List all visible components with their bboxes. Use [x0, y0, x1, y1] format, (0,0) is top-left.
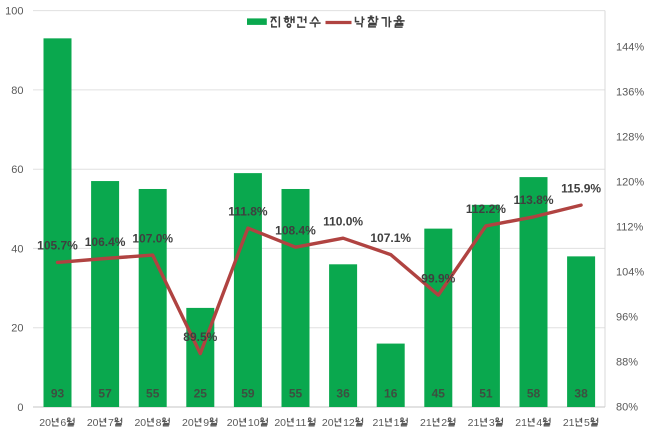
svg-text:20: 20 — [134, 417, 146, 429]
svg-text:51: 51 — [479, 387, 493, 401]
svg-text:55: 55 — [146, 387, 160, 401]
svg-text:60: 60 — [11, 164, 23, 176]
svg-text:106.4%: 106.4% — [85, 235, 126, 249]
svg-text:45: 45 — [432, 387, 446, 401]
svg-text:25: 25 — [194, 387, 208, 401]
svg-text:36: 36 — [336, 387, 350, 401]
svg-text:20: 20 — [322, 417, 334, 429]
svg-text:9: 9 — [203, 417, 209, 429]
svg-text:107.1%: 107.1% — [370, 231, 411, 245]
svg-text:89.5%: 89.5% — [183, 330, 217, 344]
svg-text:112%: 112% — [616, 221, 644, 233]
svg-text:20: 20 — [11, 323, 23, 335]
svg-text:128%: 128% — [616, 131, 644, 143]
svg-text:16: 16 — [384, 387, 398, 401]
svg-text:21: 21 — [372, 417, 384, 429]
svg-text:21: 21 — [515, 417, 527, 429]
svg-text:110.0%: 110.0% — [323, 215, 363, 229]
svg-text:105.7%: 105.7% — [37, 239, 78, 253]
svg-text:80: 80 — [11, 85, 23, 97]
svg-text:112.2%: 112.2% — [466, 202, 506, 216]
svg-text:80%: 80% — [616, 401, 638, 413]
svg-text:100: 100 — [5, 6, 23, 18]
svg-text:55: 55 — [289, 387, 303, 401]
svg-text:20: 20 — [182, 417, 194, 429]
svg-text:107.0%: 107.0% — [132, 231, 173, 245]
svg-text:1: 1 — [394, 417, 400, 429]
svg-text:21: 21 — [468, 417, 480, 429]
svg-text:96%: 96% — [616, 311, 638, 323]
svg-text:38: 38 — [574, 387, 588, 401]
svg-text:4: 4 — [536, 417, 542, 429]
svg-text:115.9%: 115.9% — [561, 181, 601, 195]
svg-text:6: 6 — [60, 417, 66, 429]
svg-text:11: 11 — [296, 417, 307, 429]
svg-text:93: 93 — [51, 387, 65, 401]
svg-text:20: 20 — [274, 417, 286, 429]
svg-text:111.8%: 111.8% — [228, 204, 268, 218]
svg-text:21: 21 — [563, 417, 575, 429]
svg-text:20: 20 — [227, 417, 239, 429]
svg-text:120%: 120% — [616, 176, 644, 188]
svg-text:40: 40 — [11, 243, 23, 255]
svg-text:99.9%: 99.9% — [421, 271, 455, 285]
svg-text:59: 59 — [241, 387, 255, 401]
svg-text:7: 7 — [108, 417, 114, 429]
svg-text:12: 12 — [343, 417, 355, 429]
svg-text:88%: 88% — [616, 356, 638, 368]
svg-text:57: 57 — [98, 387, 112, 401]
svg-text:21: 21 — [420, 417, 432, 429]
svg-text:113.8%: 113.8% — [513, 193, 553, 207]
svg-text:8: 8 — [156, 417, 162, 429]
svg-text:5: 5 — [584, 417, 590, 429]
svg-text:10: 10 — [248, 417, 260, 429]
svg-text:20: 20 — [87, 417, 99, 429]
svg-text:104%: 104% — [616, 266, 644, 278]
svg-text:3: 3 — [489, 417, 495, 429]
svg-text:0: 0 — [17, 402, 23, 414]
svg-text:58: 58 — [527, 387, 541, 401]
svg-text:2: 2 — [441, 417, 447, 429]
svg-text:108.4%: 108.4% — [275, 224, 316, 238]
svg-text:136%: 136% — [616, 86, 644, 98]
svg-text:144%: 144% — [616, 41, 644, 53]
svg-text:20: 20 — [39, 417, 51, 429]
